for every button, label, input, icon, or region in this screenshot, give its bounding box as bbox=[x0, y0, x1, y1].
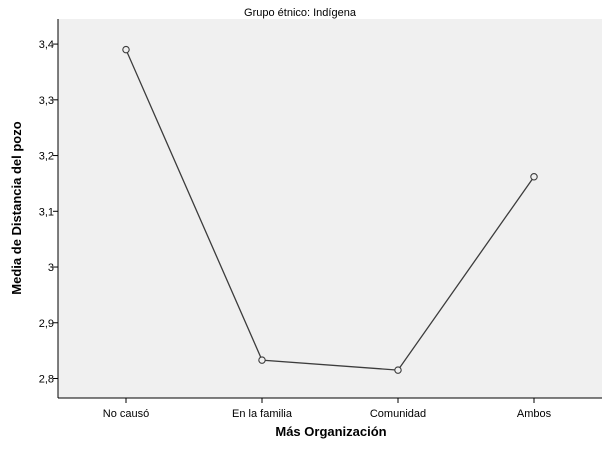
x-tick-label: En la familia bbox=[232, 408, 293, 420]
y-tick-label: 2,9 bbox=[39, 318, 54, 330]
y-tick-label: 3,4 bbox=[39, 39, 54, 51]
y-tick-label: 3,1 bbox=[39, 206, 54, 218]
x-axis: No causó En la familia Comunidad Ambos bbox=[58, 397, 602, 420]
data-point bbox=[122, 45, 130, 54]
y-axis: 2,8 2,9 3 3,1 3,2 3,3 3,4 bbox=[39, 19, 59, 398]
x-tick-label: Ambos bbox=[517, 408, 552, 420]
data-point bbox=[394, 366, 402, 374]
plot-area bbox=[58, 19, 602, 398]
chart-title: Grupo étnico: Indígena bbox=[244, 7, 357, 19]
series-layer bbox=[122, 45, 538, 374]
x-tick-label: Comunidad bbox=[370, 408, 426, 420]
y-tick-label: 2,8 bbox=[39, 373, 54, 385]
x-tick-label: No causó bbox=[103, 408, 149, 420]
data-point bbox=[530, 172, 538, 181]
y-tick-label: 3 bbox=[48, 262, 54, 274]
series-line bbox=[125, 49, 535, 371]
data-point bbox=[258, 356, 266, 364]
x-axis-title: Más Organización bbox=[275, 424, 386, 439]
y-tick-label: 3,3 bbox=[39, 95, 54, 107]
y-axis-title: Media de Distancia del pozo bbox=[9, 121, 24, 294]
y-tick-label: 3,2 bbox=[39, 151, 54, 163]
